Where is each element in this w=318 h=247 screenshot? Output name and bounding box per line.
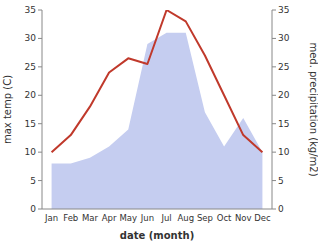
y-tick — [38, 209, 42, 210]
y2-tick — [272, 66, 276, 67]
x-tick-label: Sep — [197, 213, 213, 223]
x-axis-label: date (month) — [120, 230, 194, 241]
y-tick — [38, 95, 42, 96]
chart-svg: 0 5 10 15 20 25 30 35 0 5 10 15 20 25 30 35 Jan Feb MarApr… — [0, 0, 318, 247]
y-axis-label: max temp (C) — [2, 75, 13, 144]
y-tick-label: 25 — [25, 62, 36, 72]
y2-tick — [272, 209, 276, 210]
y-tick-label: 15 — [25, 119, 36, 129]
y2-tick — [272, 10, 276, 11]
y-tick-label: 5 — [30, 176, 36, 186]
precipitation-area — [52, 33, 263, 209]
x-tick-label: Dec — [254, 213, 271, 223]
y-tick — [38, 10, 42, 11]
y-tick-label: 0 — [30, 204, 36, 214]
x-tick-label: May — [119, 213, 137, 223]
y2-tick-label: 25 — [278, 62, 289, 72]
x-tick-label: Mar — [82, 213, 99, 223]
x-tick-label: Jul — [160, 213, 171, 223]
y2-axis-label: med. precipitation (kg/m2) — [308, 42, 318, 176]
y2-tick-label: 10 — [278, 147, 290, 157]
x-tick-label: Apr — [102, 213, 117, 223]
temperature-line — [52, 10, 263, 152]
y-tick — [38, 180, 42, 181]
x-tick-label: Jun — [140, 213, 154, 223]
y2-tick — [272, 180, 276, 181]
x-tick-label: Nov — [235, 213, 252, 223]
y2-tick-label: 15 — [278, 119, 289, 129]
y2-tick-label: 0 — [278, 204, 284, 214]
y-axis-line — [42, 10, 43, 209]
y-tick — [38, 66, 42, 67]
y-tick-label: 35 — [25, 5, 36, 15]
x-tick-label: Aug — [177, 213, 194, 223]
x-tick-label: Feb — [63, 213, 78, 223]
y2-tick — [272, 95, 276, 96]
plot-area — [52, 10, 263, 209]
y2-tick-label: 30 — [278, 33, 290, 43]
chart-container: 0 5 10 15 20 25 30 35 0 5 10 15 20 25 30 35 Jan Feb MarApr… — [0, 0, 318, 247]
y-tick-label: 30 — [25, 33, 37, 43]
x-axis-line — [42, 209, 272, 210]
y-tick — [38, 152, 42, 153]
y2-tick-label: 5 — [278, 176, 284, 186]
y2-axis-line — [272, 10, 273, 209]
x-tick-label: Oct — [217, 213, 232, 223]
y-tick-label: 20 — [25, 90, 37, 100]
x-tick-label: Jan — [44, 213, 58, 223]
y2-tick-label: 20 — [278, 90, 290, 100]
y-tick — [38, 38, 42, 39]
y2-tick — [272, 152, 276, 153]
y-tick — [38, 123, 42, 124]
y2-tick-label: 35 — [278, 5, 289, 15]
y-tick-label: 10 — [25, 147, 37, 157]
y2-tick — [272, 123, 276, 124]
y2-tick — [272, 38, 276, 39]
